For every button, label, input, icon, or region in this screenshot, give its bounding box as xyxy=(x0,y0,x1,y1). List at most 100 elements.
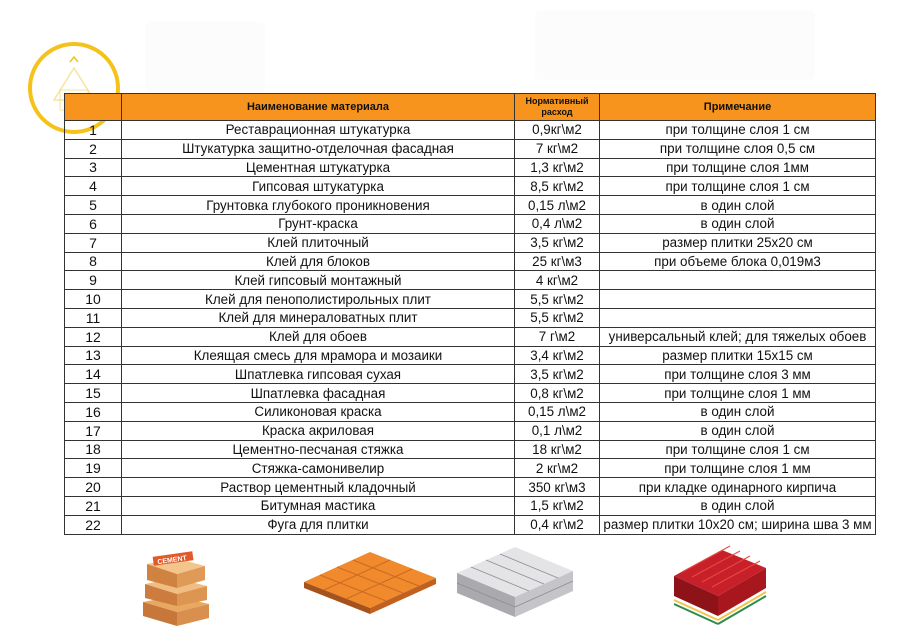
metal-tile-sheets-image xyxy=(673,545,767,625)
cement-label: CEMENT xyxy=(157,555,188,566)
consumption-rate: 350 кг\м3 xyxy=(514,477,600,497)
table-row: 15 Шпатлевка фасадная 0,8 кг\м2 при толщине… xyxy=(64,383,876,403)
consumption-rate: 7 кг\м2 xyxy=(514,138,600,159)
row-number: 15 xyxy=(64,383,122,403)
row-number: 17 xyxy=(64,420,122,441)
row-number: 18 xyxy=(64,439,122,460)
consumption-rate: 2 кг\м2 xyxy=(514,458,600,479)
note: в один слой xyxy=(599,420,876,441)
table-row: 4 Гипсовая штукатурка 8,5 кг\м2 при толщине… xyxy=(64,176,876,197)
material-name: Клей для обоев xyxy=(121,326,515,347)
note xyxy=(599,270,876,291)
note: при толщине слоя 1 см xyxy=(599,176,876,197)
note: в один слой xyxy=(599,401,876,422)
row-number: 9 xyxy=(64,270,122,291)
material-name: Цементно-песчаная стяжка xyxy=(121,439,515,460)
table-row: 5 Грунтовка глубокого проникновения 0,15 л… xyxy=(64,195,876,215)
consumption-rate: 0,4 кг\м2 xyxy=(514,514,600,535)
table-row: 1 Реставрационная штукатурка 0,9кг\м2 при т… xyxy=(64,120,876,140)
table-row: 12 Клей для обоев 7 г\м2 универсальный клей… xyxy=(64,326,876,347)
table-row: 20 Раствор цементный кладочный 350 кг\м3 пр… xyxy=(64,477,876,497)
note: при толщине слоя 1 см xyxy=(599,120,876,140)
note: при кладке одинарного кирпича xyxy=(599,477,876,497)
material-name: Силиконовая краска xyxy=(121,401,515,422)
row-number: 21 xyxy=(64,495,122,516)
note xyxy=(599,289,876,309)
row-number: 1 xyxy=(64,120,122,140)
material-name: Клей для пенополистирольных плит xyxy=(121,289,515,309)
material-name: Раствор цементный кладочный xyxy=(121,477,515,497)
material-name: Грунтовка глубокого проникновения xyxy=(121,195,515,215)
consumption-rate: 0,15 л\м2 xyxy=(514,195,600,215)
material-name: Битумная мастика xyxy=(121,495,515,516)
table-row: 14 Шпатлевка гипсовая сухая 3,5 кг\м2 при т… xyxy=(64,364,876,385)
row-number: 22 xyxy=(64,514,122,535)
consumption-rate: 1,5 кг\м2 xyxy=(514,495,600,516)
consumption-rate: 0,15 л\м2 xyxy=(514,401,600,422)
note: при толщине слоя 0,5 см xyxy=(599,138,876,159)
note: размер плитки 10х20 см; ширина шва 3 мм xyxy=(599,514,876,535)
material-name: Клей для минераловатных плит xyxy=(121,307,515,328)
consumption-rate: 1,3 кг\м2 xyxy=(514,157,600,178)
header-rate: Нормативный расход xyxy=(514,93,600,121)
note xyxy=(599,307,876,328)
note: универсальный клей; для тяжелых обоев xyxy=(599,326,876,347)
note: при толщине слоя 1 мм xyxy=(599,458,876,479)
note: при толщине слоя 1мм xyxy=(599,157,876,178)
consumption-rate: 7 г\м2 xyxy=(514,326,600,347)
table-row: 22 Фуга для плитки 0,4 кг\м2 размер плитки … xyxy=(64,514,876,535)
table-header-row: Наименование материала Нормативный расхо… xyxy=(64,93,876,121)
header-number xyxy=(64,93,122,121)
note: при толщине слоя 3 мм xyxy=(599,364,876,385)
row-number: 4 xyxy=(64,176,122,197)
faded-watermark xyxy=(145,22,265,92)
row-number: 20 xyxy=(64,477,122,497)
material-name: Шпатлевка фасадная xyxy=(121,383,515,403)
material-name: Краска акриловая xyxy=(121,420,515,441)
table-row: 19 Стяжка-самонивелир 2 кг\м2 при толщине с… xyxy=(64,458,876,479)
material-name: Клей для блоков xyxy=(121,251,515,272)
gas-blocks-pallet-image xyxy=(456,547,574,617)
consumption-rate: 18 кг\м2 xyxy=(514,439,600,460)
material-name: Гипсовая штукатурка xyxy=(121,176,515,197)
row-number: 13 xyxy=(64,345,122,366)
consumption-rate: 3,5 кг\м2 xyxy=(514,232,600,253)
bricks-pallet-image xyxy=(304,552,436,614)
table-row: 2 Штукатурка защитно-отделочная фасадная 7… xyxy=(64,138,876,159)
consumption-rate: 0,1 л\м2 xyxy=(514,420,600,441)
note: при объеме блока 0,019м3 xyxy=(599,251,876,272)
header-note: Примечание xyxy=(599,93,876,121)
row-number: 19 xyxy=(64,458,122,479)
consumption-rate: 5,5 кг\м2 xyxy=(514,289,600,309)
material-name: Грунт-краска xyxy=(121,213,515,234)
consumption-rate: 5,5 кг\м2 xyxy=(514,307,600,328)
consumption-rate: 0,8 кг\м2 xyxy=(514,383,600,403)
note: при толщине слоя 1 см xyxy=(599,439,876,460)
row-number: 3 xyxy=(64,157,122,178)
note: размер плитки 15х15 см xyxy=(599,345,876,366)
row-number: 8 xyxy=(64,251,122,272)
row-number: 6 xyxy=(64,213,122,234)
table-row: 3 Цементная штукатурка 1,3 кг\м2 при толщин… xyxy=(64,157,876,178)
note: в один слой xyxy=(599,495,876,516)
materials-table: Наименование материала Нормативный расхо… xyxy=(64,93,876,535)
row-number: 5 xyxy=(64,195,122,215)
material-name: Шпатлевка гипсовая сухая xyxy=(121,364,515,385)
row-number: 11 xyxy=(64,307,122,328)
table-row: 8 Клей для блоков 25 кг\м3 при объеме блока… xyxy=(64,251,876,272)
faded-watermark xyxy=(535,10,815,80)
row-number: 12 xyxy=(64,326,122,347)
table-row: 17 Краска акриловая 0,1 л\м2 в один слой xyxy=(64,420,876,441)
table-row: 7 Клей плиточный 3,5 кг\м2 размер плитки 25… xyxy=(64,232,876,253)
material-name: Стяжка-самонивелир xyxy=(121,458,515,479)
material-name: Клеящая смесь для мрамора и мозаики xyxy=(121,345,515,366)
consumption-rate: 8,5 кг\м2 xyxy=(514,176,600,197)
consumption-rate: 3,5 кг\м2 xyxy=(514,364,600,385)
material-name: Фуга для плитки xyxy=(121,514,515,535)
cement-bags-image: CEMENT xyxy=(143,551,209,626)
note: в один слой xyxy=(599,195,876,215)
row-number: 16 xyxy=(64,401,122,422)
consumption-rate: 0,4 л\м2 xyxy=(514,213,600,234)
material-name: Реставрационная штукатурка xyxy=(121,120,515,140)
header-material-name: Наименование материала xyxy=(121,93,515,121)
